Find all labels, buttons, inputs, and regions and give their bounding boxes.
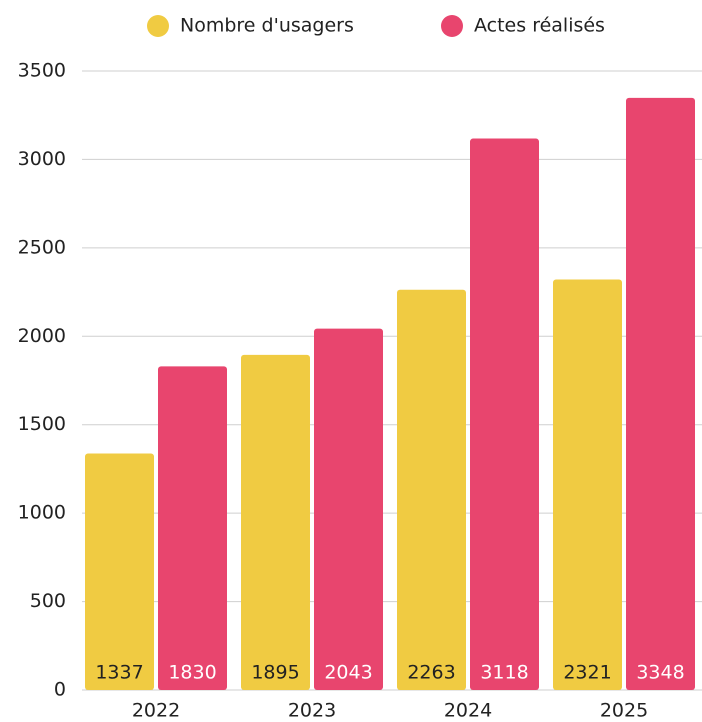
legend-label: Actes réalisés	[474, 15, 605, 37]
y-tick-label: 500	[30, 590, 66, 612]
x-tick-label: 2023	[288, 700, 336, 722]
value-label: 2043	[324, 662, 372, 684]
x-tick-label: 2022	[132, 700, 180, 722]
x-tick-label: 2025	[600, 700, 648, 722]
value-label: 2263	[407, 662, 455, 684]
bar	[470, 138, 539, 690]
legend-label: Nombre d'usagers	[180, 15, 354, 37]
legend-swatch	[441, 15, 463, 37]
y-tick-label: 1500	[18, 413, 66, 435]
y-tick-label: 3000	[18, 148, 66, 170]
bar	[241, 354, 310, 690]
legend-swatch	[147, 15, 169, 37]
value-label: 1337	[95, 662, 143, 684]
y-tick-label: 0	[54, 679, 66, 701]
bar	[553, 279, 622, 690]
bar	[158, 366, 227, 690]
y-tick-label: 2500	[18, 236, 66, 258]
bar	[314, 328, 383, 690]
value-label: 1895	[251, 662, 299, 684]
bar	[85, 453, 154, 690]
y-tick-label: 1000	[18, 502, 66, 524]
value-label: 3118	[480, 662, 528, 684]
y-tick-label: 2000	[18, 325, 66, 347]
value-label: 1830	[168, 662, 216, 684]
bar	[626, 97, 695, 691]
value-label: 2321	[563, 662, 611, 684]
value-label: 3348	[636, 662, 684, 684]
x-tick-label: 2024	[444, 700, 492, 722]
bar	[397, 289, 466, 690]
y-tick-label: 3500	[18, 60, 66, 82]
